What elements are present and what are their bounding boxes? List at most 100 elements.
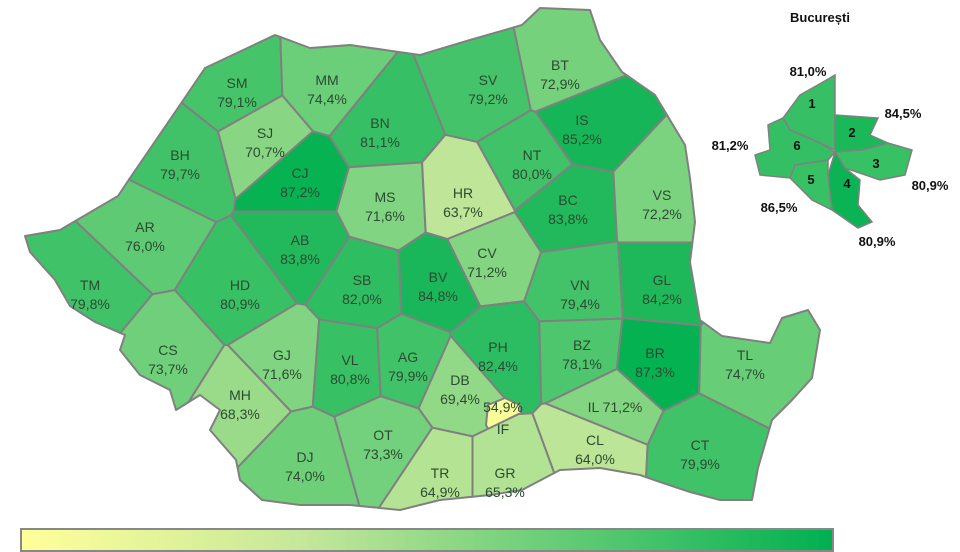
county-value: 76,0% [125, 238, 165, 254]
color-scale-legend [20, 528, 834, 552]
county-code: CS [158, 342, 177, 358]
county-code: BH [170, 147, 189, 163]
county-value: 64,9% [420, 484, 460, 500]
county-value: 84,8% [418, 288, 458, 304]
county-code: NT [523, 147, 542, 163]
county-code: TM [80, 277, 100, 293]
county-code: BR [645, 345, 664, 361]
county-value: 78,1% [562, 356, 602, 372]
county-value: 79,8% [70, 296, 110, 312]
county-regions [24, 7, 821, 511]
county-value: 74,4% [307, 91, 347, 107]
county-gr [471, 412, 556, 498]
county-code: CL [586, 432, 604, 448]
sector-value: 80,9% [859, 234, 896, 249]
county-labels: SM 79,1% MM 74,4% BT 72,9% SV 79,2% SJ 70,7% BN 81,… [70, 57, 765, 500]
county-code: SJ [257, 125, 273, 141]
county-value: 71,2% [467, 264, 507, 280]
county-code: GR [495, 465, 516, 481]
county-code: BN [370, 115, 389, 131]
county-value: 79,9% [680, 456, 720, 472]
county-code: DJ [296, 449, 313, 465]
bucharest-inset-title: București [790, 10, 850, 25]
county-value: 64,0% [575, 451, 615, 467]
county-code: OT [373, 427, 393, 443]
county-ct [645, 392, 771, 501]
county-code: VS [653, 187, 672, 203]
county-code: BT [551, 57, 569, 73]
sector-value: 81,0% [790, 64, 827, 79]
county-code: BZ [573, 337, 591, 353]
county-code: TR [431, 465, 450, 481]
county-value: 79,4% [560, 296, 600, 312]
county-value: 74,0% [285, 468, 325, 484]
county-value: 71,2% [603, 399, 643, 415]
county-code: MH [229, 387, 251, 403]
county-code: SB [353, 272, 372, 288]
county-value: 83,8% [548, 211, 588, 227]
county-value: 74,7% [725, 366, 765, 382]
county-value: 72,2% [642, 206, 682, 222]
county-code: MS [375, 189, 396, 205]
romania-map: SM 79,1% MM 74,4% BT 72,9% SV 79,2% SJ 70,7% BN 81,… [24, 7, 949, 511]
county-label: IL 71,2% [588, 399, 643, 415]
county-code: CT [691, 437, 710, 453]
county-value: 82,4% [478, 358, 518, 374]
county-code: DB [450, 372, 469, 388]
county-value: 83,8% [280, 251, 320, 267]
county-code: AR [135, 219, 154, 235]
county-value: 73,7% [148, 361, 188, 377]
county-code: CV [477, 245, 497, 261]
county-code: MM [315, 72, 338, 88]
county-code: HR [453, 185, 473, 201]
sector-number: 2 [848, 125, 855, 140]
sector-value: 81,2% [712, 138, 749, 153]
sector-6 [754, 117, 837, 179]
sector-number: 6 [793, 138, 800, 153]
sector-number: 4 [843, 176, 851, 191]
county-value: 54,9% [483, 399, 523, 415]
county-code: SM [227, 75, 248, 91]
county-value: 81,1% [360, 134, 400, 150]
sector-value: 84,5% [885, 106, 922, 121]
county-code: VL [341, 352, 358, 368]
county-value: 85,2% [562, 131, 602, 147]
county-code: HD [230, 277, 250, 293]
county-code: GJ [273, 347, 291, 363]
county-value: 65,3% [485, 484, 525, 500]
county-value: 71,6% [262, 366, 302, 382]
county-tm [24, 220, 154, 334]
county-dj [236, 405, 361, 507]
county-value: 80,9% [220, 296, 260, 312]
county-code: SV [479, 72, 498, 88]
county-value: 87,3% [635, 364, 675, 380]
county-value: 87,2% [280, 184, 320, 200]
sector-number: 5 [807, 172, 814, 187]
county-value: 71,6% [365, 208, 405, 224]
county-code: AB [291, 232, 310, 248]
county-code: AG [398, 349, 418, 365]
county-value: 79,1% [217, 94, 257, 110]
county-code: IF [497, 421, 509, 437]
county-cs [119, 289, 226, 411]
sector-value: 80,9% [912, 178, 949, 193]
county-code: GL [653, 272, 672, 288]
county-code: PH [488, 339, 507, 355]
county-value: 70,7% [245, 144, 285, 160]
county-value: 79,7% [160, 166, 200, 182]
county-value: 80,8% [330, 371, 370, 387]
county-value: 84,2% [642, 291, 682, 307]
county-code: BC [558, 192, 577, 208]
county-code: VN [570, 277, 589, 293]
county-value: 73,3% [363, 446, 403, 462]
bucharest-inset: 1 81,0% 2 84,5% 3 80,9% 4 86,5% 5 80,9% 6 81,2% [712, 64, 949, 249]
county-code: CJ [291, 165, 308, 181]
county-value: 68,3% [220, 406, 260, 422]
county-value: 63,7% [443, 204, 483, 220]
county-value: 80,0% [512, 166, 552, 182]
county-value: 82,0% [342, 291, 382, 307]
county-value: 72,9% [540, 76, 580, 92]
county-value: 69,4% [440, 391, 480, 407]
county-code: TL [737, 347, 754, 363]
county-value: 79,2% [468, 91, 508, 107]
